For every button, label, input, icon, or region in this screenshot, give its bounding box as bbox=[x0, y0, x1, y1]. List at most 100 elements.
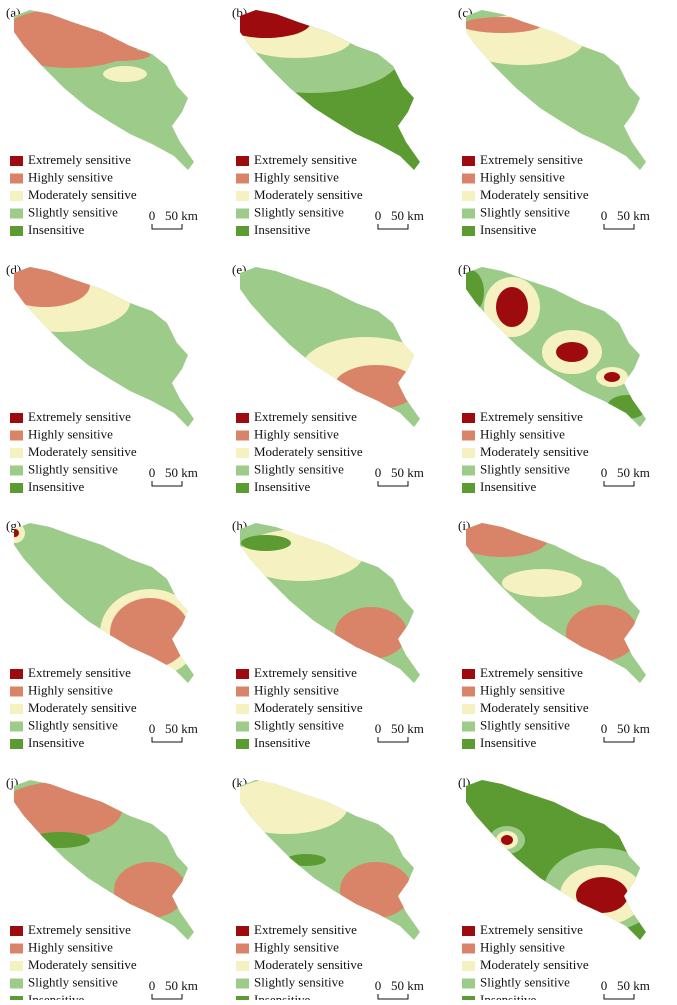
scale-bar bbox=[377, 737, 409, 743]
scale-bar bbox=[377, 481, 409, 487]
legend-label: Extremely sensitive bbox=[28, 152, 131, 167]
scale-zero: 0 bbox=[149, 978, 156, 993]
legend-swatch bbox=[462, 208, 475, 219]
legend-label: Moderately sensitive bbox=[480, 187, 589, 202]
legend-label: Highly sensitive bbox=[254, 426, 339, 441]
scale-bar bbox=[603, 994, 635, 1000]
map-zone bbox=[30, 832, 90, 848]
scale-zero: 0 bbox=[601, 721, 608, 736]
legend-swatch bbox=[236, 465, 249, 476]
legend-swatch bbox=[10, 978, 23, 989]
legend-swatch bbox=[462, 226, 475, 236]
legend-label: Moderately sensitive bbox=[254, 700, 363, 715]
legend-label: Extremely sensitive bbox=[28, 665, 131, 680]
legend-swatch bbox=[10, 669, 23, 679]
scale-length: 50 km bbox=[165, 721, 198, 736]
legend-label: Moderately sensitive bbox=[254, 957, 363, 972]
scale-zero: 0 bbox=[375, 978, 382, 993]
legend-label: Slightly sensitive bbox=[28, 204, 118, 219]
legend-label: Highly sensitive bbox=[480, 682, 565, 697]
legend-swatch bbox=[236, 926, 249, 936]
legend-label: Insensitive bbox=[254, 479, 311, 494]
legend-label: Highly sensitive bbox=[254, 169, 339, 184]
legend-swatch bbox=[10, 721, 23, 732]
scale-bar bbox=[151, 737, 183, 743]
legend-label: Extremely sensitive bbox=[254, 409, 357, 424]
legend-swatch bbox=[236, 739, 249, 749]
legend-label: Moderately sensitive bbox=[480, 957, 589, 972]
map-zone bbox=[14, 529, 19, 537]
scale-length: 50 km bbox=[165, 465, 198, 480]
legend-label: Insensitive bbox=[480, 735, 537, 750]
legend-swatch bbox=[462, 961, 475, 971]
legend-label: Slightly sensitive bbox=[28, 461, 118, 476]
scale-length: 50 km bbox=[391, 465, 424, 480]
legend-swatch bbox=[10, 926, 23, 936]
map-zone bbox=[496, 287, 528, 327]
legend-swatch bbox=[10, 413, 23, 423]
legend-label: Extremely sensitive bbox=[480, 409, 583, 424]
legend-label: Insensitive bbox=[254, 992, 311, 1000]
legend-label: Extremely sensitive bbox=[254, 922, 357, 937]
legend-swatch bbox=[236, 669, 249, 679]
legend-swatch bbox=[462, 448, 475, 458]
legend-swatch bbox=[462, 191, 475, 201]
map-zone bbox=[90, 49, 150, 61]
legend-swatch bbox=[462, 430, 475, 441]
legend-label: Insensitive bbox=[254, 222, 311, 237]
legend-swatch bbox=[462, 413, 475, 423]
legend-label: Insensitive bbox=[480, 992, 537, 1000]
scale-zero: 0 bbox=[601, 208, 608, 223]
scale-bar bbox=[603, 224, 635, 230]
legend-label: Slightly sensitive bbox=[254, 461, 344, 476]
legend-swatch bbox=[236, 413, 249, 423]
legend-swatch bbox=[236, 448, 249, 458]
legend-swatch bbox=[236, 156, 249, 166]
legend-label: Highly sensitive bbox=[28, 939, 113, 954]
legend-swatch bbox=[236, 978, 249, 989]
map-zone bbox=[335, 607, 407, 659]
legend-swatch bbox=[462, 704, 475, 714]
map-zone bbox=[340, 862, 412, 918]
legend-label: Moderately sensitive bbox=[480, 700, 589, 715]
legend-swatch bbox=[236, 996, 249, 1005]
legend-swatch bbox=[462, 483, 475, 493]
legend-label: Insensitive bbox=[480, 479, 537, 494]
legend-label: Extremely sensitive bbox=[28, 922, 131, 937]
scale-length: 50 km bbox=[165, 208, 198, 223]
map-zone bbox=[566, 605, 638, 661]
legend-swatch bbox=[10, 448, 23, 458]
scale-length: 50 km bbox=[391, 208, 424, 223]
scale-bar bbox=[151, 481, 183, 487]
legend-label: Extremely sensitive bbox=[480, 665, 583, 680]
legend-label: Insensitive bbox=[28, 992, 85, 1000]
legend-swatch bbox=[236, 943, 249, 954]
scale-zero: 0 bbox=[375, 465, 382, 480]
legend-label: Slightly sensitive bbox=[480, 717, 570, 732]
legend-swatch bbox=[10, 943, 23, 954]
legend-label: Insensitive bbox=[28, 735, 85, 750]
map-zone bbox=[501, 835, 513, 845]
map-zone bbox=[466, 270, 484, 314]
legend-swatch bbox=[10, 156, 23, 166]
scale-zero: 0 bbox=[601, 465, 608, 480]
scale-bar bbox=[377, 224, 409, 230]
scale-length: 50 km bbox=[391, 721, 424, 736]
legend-label: Insensitive bbox=[254, 735, 311, 750]
legend-swatch bbox=[462, 173, 475, 184]
legend-swatch bbox=[236, 961, 249, 971]
scale-zero: 0 bbox=[375, 721, 382, 736]
scale-zero: 0 bbox=[149, 465, 156, 480]
map-zone bbox=[502, 569, 582, 597]
map-zone bbox=[466, 17, 542, 33]
legend-swatch bbox=[236, 704, 249, 714]
scale-bar bbox=[603, 737, 635, 743]
legend-swatch bbox=[10, 739, 23, 749]
legend-label: Moderately sensitive bbox=[28, 957, 137, 972]
